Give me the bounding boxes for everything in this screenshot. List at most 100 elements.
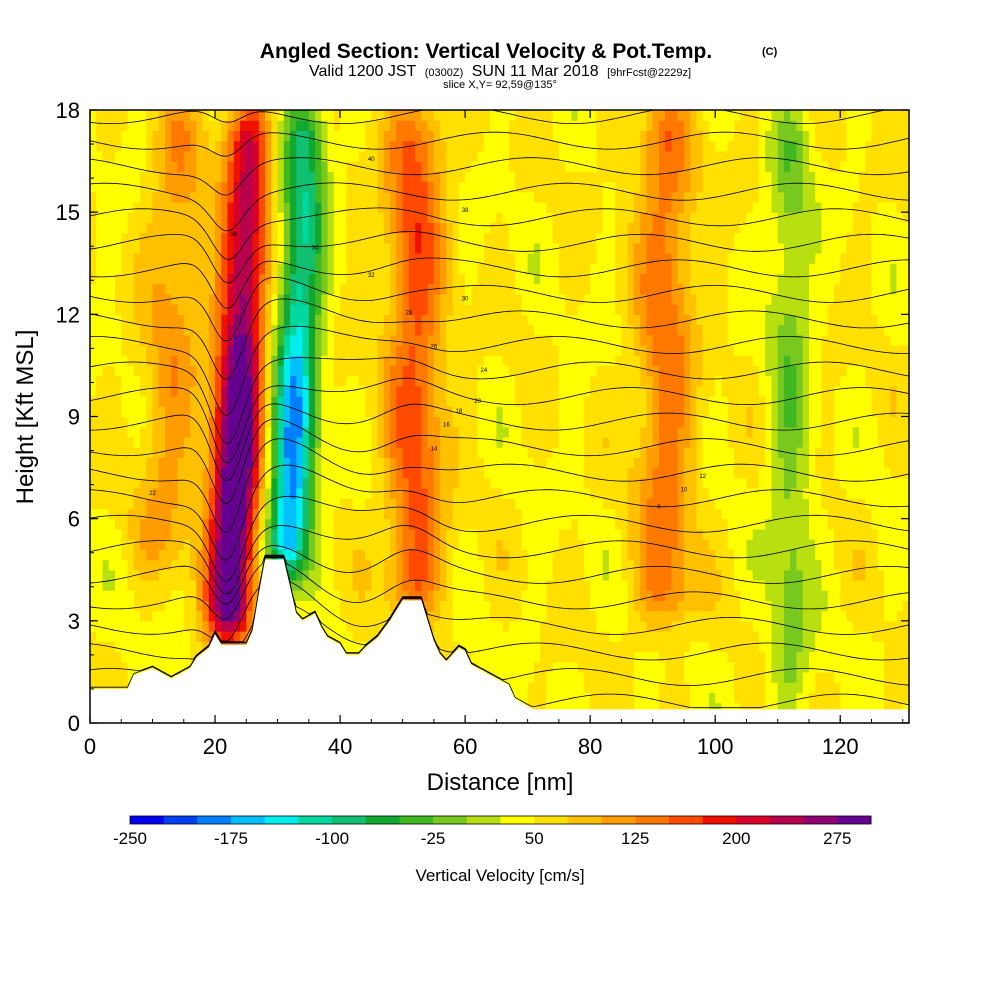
velocity-cell: [121, 242, 129, 254]
velocity-cell: [465, 436, 472, 448]
velocity-cell: [483, 140, 491, 152]
velocity-cell: [196, 242, 204, 254]
velocity-cell: [233, 201, 241, 213]
velocity-cell: [265, 263, 272, 275]
velocity-cell: [446, 344, 454, 356]
velocity-cell: [577, 569, 585, 581]
velocity-cell: [471, 620, 479, 632]
velocity-cell: [558, 661, 566, 673]
velocity-cell: [496, 508, 504, 520]
velocity-cell: [333, 375, 341, 387]
velocity-cell: [558, 191, 566, 203]
velocity-cell: [421, 232, 429, 244]
velocity-cell: [471, 120, 479, 132]
velocity-cell: [590, 304, 597, 315]
velocity-cell: [408, 528, 416, 540]
velocity-cell: [458, 273, 466, 285]
velocity-cell: [127, 671, 135, 683]
velocity-cell: [483, 416, 491, 428]
velocity-cell: [577, 528, 585, 540]
velocity-cell: [421, 498, 429, 510]
velocity-cell: [346, 110, 354, 121]
velocity-cell: [408, 457, 416, 469]
velocity-cell: [140, 559, 147, 571]
velocity-cell: [440, 375, 447, 387]
velocity-cell: [277, 355, 285, 367]
velocity-cell: [240, 477, 247, 489]
velocity-cell: [590, 140, 597, 152]
velocity-cell: [540, 375, 547, 387]
velocity-cell: [427, 355, 435, 367]
velocity-cell: [508, 222, 516, 234]
velocity-cell: [227, 242, 235, 254]
velocity-cell: [171, 508, 179, 520]
velocity-cell: [140, 631, 147, 642]
velocity-cell: [140, 498, 147, 510]
velocity-cell: [408, 579, 416, 591]
velocity-cell: [458, 181, 466, 193]
velocity-cell: [121, 467, 129, 479]
velocity-cell: [140, 365, 147, 377]
velocity-cell: [433, 222, 441, 234]
velocity-cell: [533, 385, 541, 397]
velocity-cell: [271, 528, 279, 540]
velocity-cell: [252, 293, 260, 305]
velocity-cell: [265, 488, 272, 499]
velocity-cell: [152, 416, 160, 428]
velocity-cell: [202, 590, 210, 601]
velocity-cell: [321, 477, 329, 489]
velocity-cell: [177, 600, 185, 612]
velocity-cell: [121, 549, 129, 561]
velocity-cell: [452, 385, 460, 397]
velocity-cell: [540, 447, 547, 458]
velocity-cell: [396, 334, 404, 346]
velocity-cell: [602, 528, 610, 540]
velocity-cell: [233, 406, 241, 418]
velocity-cell: [352, 242, 360, 254]
velocity-cell: [215, 171, 222, 183]
velocity-cell: [233, 457, 241, 469]
velocity-cell: [565, 385, 572, 397]
velocity-cell: [171, 406, 179, 418]
velocity-cell: [96, 590, 104, 601]
velocity-cell: [96, 661, 104, 673]
velocity-cell: [433, 161, 441, 172]
velocity-cell: [596, 498, 604, 510]
velocity-cell: [558, 631, 566, 642]
velocity-cell: [402, 242, 410, 254]
velocity-cell: [340, 579, 347, 591]
velocity-cell: [583, 344, 591, 356]
velocity-cell: [283, 150, 291, 162]
velocity-cell: [508, 416, 516, 428]
velocity-cell: [496, 171, 504, 183]
velocity-cell: [527, 426, 535, 438]
velocity-cell: [283, 181, 291, 193]
velocity-cell: [540, 201, 547, 213]
velocity-cell: [346, 559, 354, 571]
velocity-cell: [508, 171, 516, 183]
velocity-cell: [208, 293, 216, 305]
velocity-cell: [383, 559, 391, 571]
velocity-cell: [527, 314, 535, 326]
velocity-cell: [146, 518, 154, 530]
velocity-cell: [421, 293, 429, 305]
velocity-cell: [127, 140, 135, 152]
velocity-cell: [127, 263, 135, 275]
velocity-cell: [358, 549, 366, 561]
velocity-cell: [152, 508, 160, 520]
velocity-cell: [577, 191, 585, 203]
velocity-cell: [252, 549, 260, 561]
velocity-cell: [215, 355, 222, 367]
velocity-cell: [127, 396, 135, 407]
velocity-cell: [596, 212, 604, 223]
velocity-cell: [102, 222, 110, 234]
velocity-cell: [308, 161, 316, 172]
velocity-cell: [452, 426, 460, 438]
velocity-cell: [596, 140, 604, 152]
velocity-cell: [596, 447, 604, 458]
velocity-cell: [496, 457, 504, 469]
velocity-cell: [446, 222, 454, 234]
velocity-cell: [490, 447, 497, 458]
velocity-cell: [477, 549, 485, 561]
velocity-cell: [377, 539, 385, 550]
